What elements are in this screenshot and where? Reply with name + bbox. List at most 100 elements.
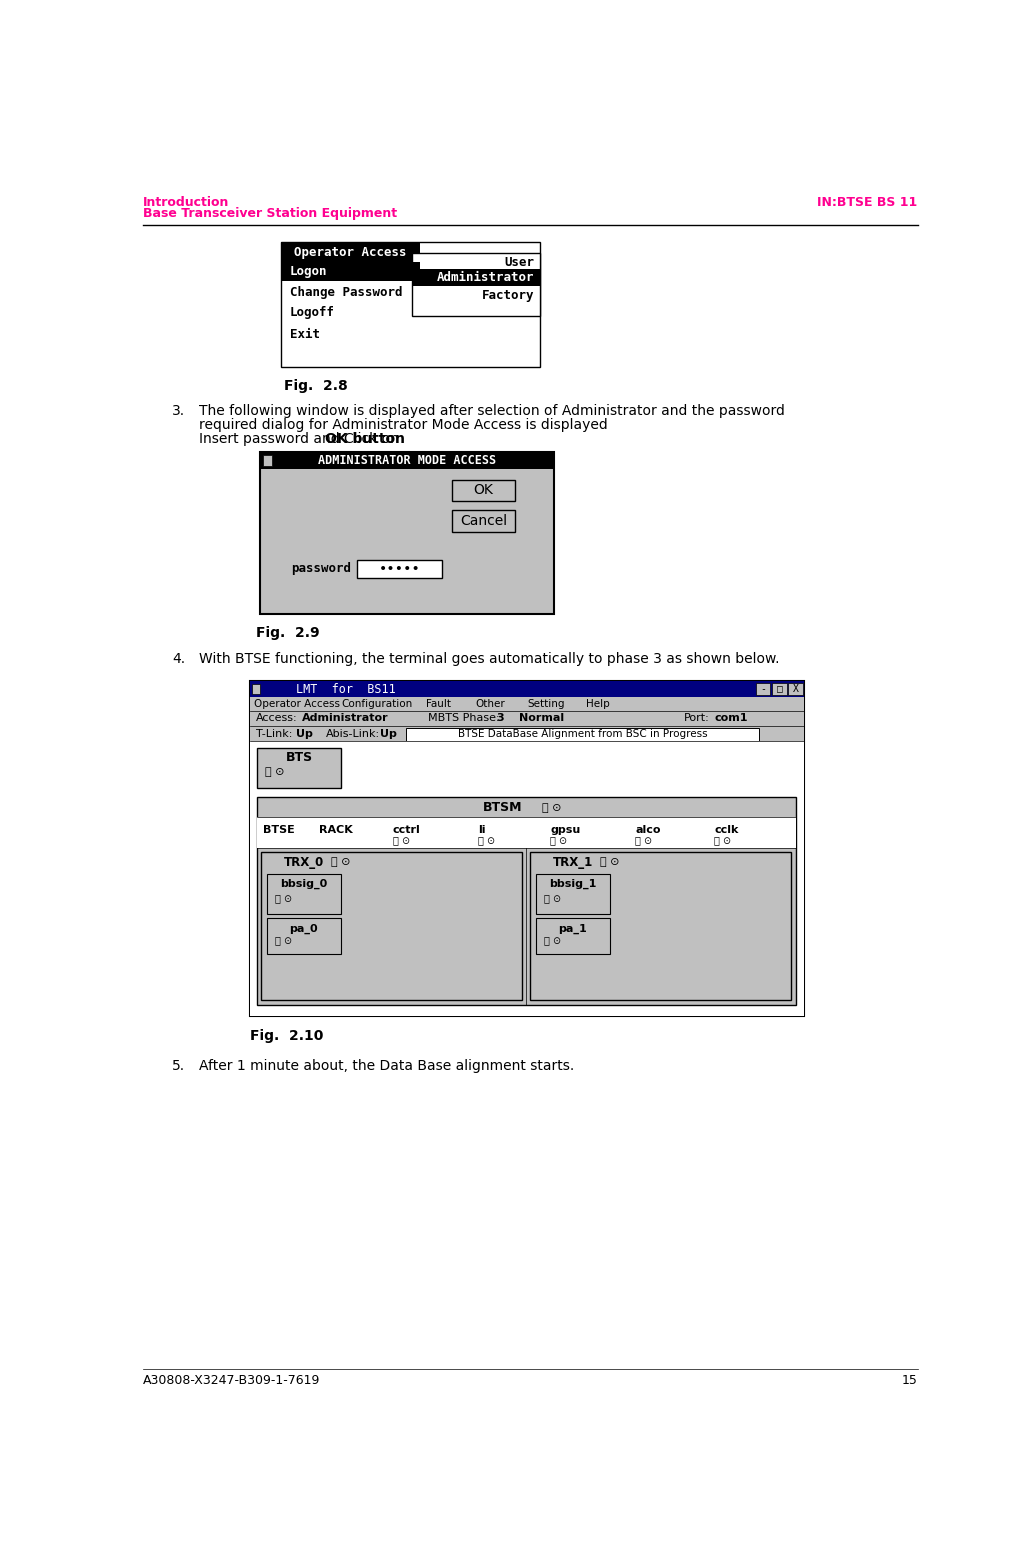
Text: Configuration: Configuration bbox=[341, 698, 412, 709]
Text: X: X bbox=[793, 684, 799, 693]
Text: required dialog for Administrator Mode Access is displayed: required dialog for Administrator Mode A… bbox=[199, 418, 608, 432]
Text: Change Password: Change Password bbox=[290, 287, 403, 299]
Text: MBTS Phase:: MBTS Phase: bbox=[427, 714, 499, 723]
Text: 15: 15 bbox=[901, 1374, 918, 1387]
Bar bbox=[263, 455, 272, 466]
Text: RACK: RACK bbox=[319, 824, 353, 835]
Text: pa_1: pa_1 bbox=[558, 924, 587, 933]
Text: Normal: Normal bbox=[520, 714, 564, 723]
Text: Administrator: Administrator bbox=[437, 271, 534, 284]
Text: After 1 minute about, the Data Base alignment starts.: After 1 minute about, the Data Base alig… bbox=[199, 1059, 574, 1073]
Text: □: □ bbox=[776, 684, 782, 693]
Bar bbox=[280, 243, 420, 262]
Bar bbox=[249, 696, 803, 710]
Bar bbox=[261, 852, 523, 1000]
Text: ⚿ ⊙: ⚿ ⊙ bbox=[551, 835, 567, 846]
Text: •••••: ••••• bbox=[379, 562, 421, 576]
Text: Logoff: Logoff bbox=[290, 305, 334, 319]
Bar bbox=[249, 710, 803, 726]
Bar bbox=[357, 559, 443, 578]
Text: Fig.  2.10: Fig. 2.10 bbox=[249, 1028, 323, 1042]
Text: Operator Access: Operator Access bbox=[294, 246, 407, 259]
Bar bbox=[267, 874, 341, 915]
Bar bbox=[412, 254, 540, 316]
Bar bbox=[451, 480, 515, 502]
Bar bbox=[252, 684, 260, 695]
Text: ⚿ ⊙: ⚿ ⊙ bbox=[541, 802, 561, 813]
Text: Logon: Logon bbox=[290, 265, 327, 279]
Text: 4.: 4. bbox=[172, 653, 185, 665]
Text: BTSE DataBase Alignment from BSC in Progress: BTSE DataBase Alignment from BSC in Prog… bbox=[457, 729, 708, 738]
Bar bbox=[412, 268, 540, 285]
Text: ⚿ ⊙: ⚿ ⊙ bbox=[393, 835, 410, 846]
Text: ⚿ ⊙: ⚿ ⊙ bbox=[714, 835, 732, 846]
Text: ⚿ ⊙: ⚿ ⊙ bbox=[635, 835, 653, 846]
Bar bbox=[788, 682, 803, 695]
Text: com1: com1 bbox=[714, 714, 748, 723]
Text: 3.: 3. bbox=[172, 404, 185, 418]
Text: Insert password and Click on: Insert password and Click on bbox=[199, 432, 404, 446]
Text: li: li bbox=[478, 824, 485, 835]
Text: alco: alco bbox=[635, 824, 661, 835]
Text: 3: 3 bbox=[496, 714, 504, 723]
Text: Help: Help bbox=[586, 698, 610, 709]
Text: bbsig_0: bbsig_0 bbox=[280, 879, 327, 890]
Bar bbox=[280, 243, 540, 368]
Text: Fig.  2.9: Fig. 2.9 bbox=[256, 626, 320, 640]
Text: ⚿ ⊙: ⚿ ⊙ bbox=[275, 935, 292, 946]
Bar bbox=[249, 681, 803, 1016]
Text: Base Transceiver Station Equipment: Base Transceiver Station Equipment bbox=[143, 207, 397, 220]
Bar bbox=[260, 452, 554, 614]
Text: User: User bbox=[504, 256, 534, 270]
Bar bbox=[258, 816, 796, 848]
Bar bbox=[249, 726, 803, 742]
Text: TRX_1: TRX_1 bbox=[553, 855, 593, 869]
Text: IN:BTSE BS 11: IN:BTSE BS 11 bbox=[818, 196, 918, 209]
Text: A30808-X3247-B309-1-7619: A30808-X3247-B309-1-7619 bbox=[143, 1374, 321, 1387]
Bar bbox=[756, 682, 770, 695]
Text: ⚿ ⊙: ⚿ ⊙ bbox=[478, 835, 496, 846]
Text: ⚿ ⊙: ⚿ ⊙ bbox=[331, 857, 351, 868]
Bar bbox=[267, 919, 341, 953]
Text: BTSM: BTSM bbox=[483, 801, 523, 815]
Text: 5.: 5. bbox=[172, 1059, 185, 1073]
Text: cctrl: cctrl bbox=[393, 824, 420, 835]
Text: OK: OK bbox=[474, 483, 494, 497]
Bar bbox=[451, 511, 515, 531]
Text: bbsig_1: bbsig_1 bbox=[549, 879, 596, 890]
Text: T-Link:: T-Link: bbox=[256, 729, 292, 738]
Bar bbox=[772, 682, 787, 695]
Bar bbox=[536, 874, 610, 915]
Text: Up: Up bbox=[380, 729, 396, 738]
Text: ADMINISTRATOR MODE ACCESS: ADMINISTRATOR MODE ACCESS bbox=[318, 453, 496, 467]
Text: Fault: Fault bbox=[426, 698, 451, 709]
Text: Fig.  2.8: Fig. 2.8 bbox=[285, 380, 348, 394]
Bar bbox=[249, 681, 803, 696]
Text: Factory: Factory bbox=[481, 290, 534, 302]
Text: LMT  for  BS11: LMT for BS11 bbox=[296, 682, 395, 695]
Text: Setting: Setting bbox=[527, 698, 564, 709]
Bar bbox=[406, 728, 759, 740]
Text: BTS: BTS bbox=[286, 751, 313, 763]
Bar bbox=[530, 852, 791, 1000]
Text: OK button: OK button bbox=[325, 432, 405, 446]
Bar bbox=[260, 452, 554, 469]
Bar bbox=[249, 742, 803, 1016]
Text: pa_0: pa_0 bbox=[290, 924, 318, 933]
Text: BTSE: BTSE bbox=[264, 824, 295, 835]
Text: Cancel: Cancel bbox=[460, 514, 507, 528]
Bar bbox=[258, 748, 341, 787]
Text: ⚿ ⊙: ⚿ ⊙ bbox=[265, 767, 285, 777]
Text: With BTSE functioning, the terminal goes automatically to phase 3 as shown below: With BTSE functioning, the terminal goes… bbox=[199, 653, 779, 665]
Text: password: password bbox=[291, 562, 351, 575]
Text: ⚿ ⊙: ⚿ ⊙ bbox=[544, 893, 561, 904]
Text: TRX_0: TRX_0 bbox=[284, 855, 324, 869]
Text: Introduction: Introduction bbox=[143, 196, 230, 209]
Text: ⚿ ⊙: ⚿ ⊙ bbox=[275, 893, 292, 904]
Text: Access:: Access: bbox=[256, 714, 297, 723]
Text: gpsu: gpsu bbox=[551, 824, 581, 835]
Text: ⚿ ⊙: ⚿ ⊙ bbox=[600, 857, 619, 868]
Text: Other: Other bbox=[476, 698, 505, 709]
Bar bbox=[536, 919, 610, 953]
Bar bbox=[280, 262, 420, 280]
